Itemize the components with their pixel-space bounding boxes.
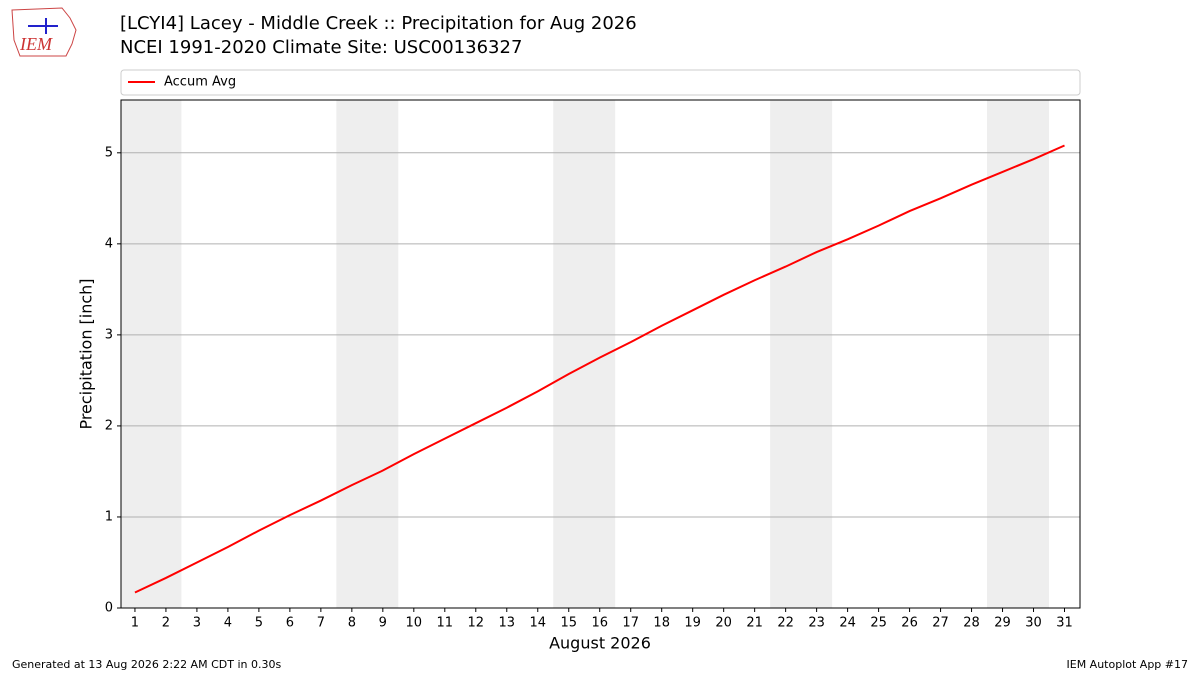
y-tick-label: 4: [105, 236, 113, 251]
weekend-band: [336, 100, 399, 608]
x-tick-label: 1: [131, 616, 139, 631]
x-tick-label: 3: [193, 616, 201, 631]
x-tick-label: 11: [437, 616, 454, 631]
legend-label: Accum Avg: [164, 75, 236, 90]
x-tick-label: 26: [901, 616, 918, 631]
footer-right: IEM Autoplot App #17: [1067, 658, 1189, 671]
x-tick-label: 21: [746, 616, 763, 631]
plot-frame: [120, 99, 1081, 609]
x-tick-label: 4: [224, 616, 232, 631]
x-tick-label: 23: [808, 616, 825, 631]
x-tick-label: 16: [591, 616, 608, 631]
x-tick-label: 8: [348, 616, 356, 631]
y-tick-label: 3: [105, 327, 113, 342]
y-tick-label: 1: [105, 509, 113, 524]
x-tick-label: 30: [1025, 616, 1042, 631]
x-tick-label: 15: [560, 616, 577, 631]
footer-left: Generated at 13 Aug 2026 2:22 AM CDT in …: [12, 658, 281, 671]
logo-outline: [11, 7, 77, 57]
x-tick-label: 28: [963, 616, 980, 631]
chart-subtitle: NCEI 1991-2020 Climate Site: USC00136327: [120, 37, 522, 58]
x-tick-label: 25: [870, 616, 887, 631]
x-tick-label: 18: [653, 616, 670, 631]
x-tick-label: 22: [777, 616, 794, 631]
data-line: [134, 144, 1065, 594]
x-tick-label: 24: [839, 616, 856, 631]
weekend-band: [987, 100, 1050, 608]
legend-box: [120, 69, 1081, 96]
y-axis-label: Precipitation [inch]: [77, 278, 96, 429]
x-tick-label: 5: [255, 616, 263, 631]
x-tick-label: 9: [379, 616, 387, 631]
x-axis-label: August 2026: [549, 634, 651, 653]
x-tick-label: 17: [622, 616, 639, 631]
x-tick-label: 12: [468, 616, 485, 631]
x-tick-label: 29: [994, 616, 1011, 631]
x-tick-label: 27: [932, 616, 949, 631]
logo: IEM: [11, 7, 77, 57]
x-tick-label: 7: [317, 616, 325, 631]
x-tick-label: 13: [498, 616, 515, 631]
x-tick-label: 20: [715, 616, 732, 631]
logo-text: IEM: [19, 34, 53, 54]
y-tick-label: 0: [105, 601, 113, 616]
x-tick-label: 2: [162, 616, 170, 631]
x-tick-label: 6: [286, 616, 294, 631]
x-tick-label: 14: [529, 616, 546, 631]
weekend-band: [121, 100, 182, 608]
weekend-band: [770, 100, 833, 608]
x-tick-label: 19: [684, 616, 701, 631]
x-tick-label: 10: [406, 616, 423, 631]
y-tick-label: 2: [105, 418, 113, 433]
x-tick-label: 31: [1056, 616, 1073, 631]
y-tick-label: 5: [105, 145, 113, 160]
chart-title: [LCYI4] Lacey - Middle Creek :: Precipit…: [120, 13, 637, 34]
